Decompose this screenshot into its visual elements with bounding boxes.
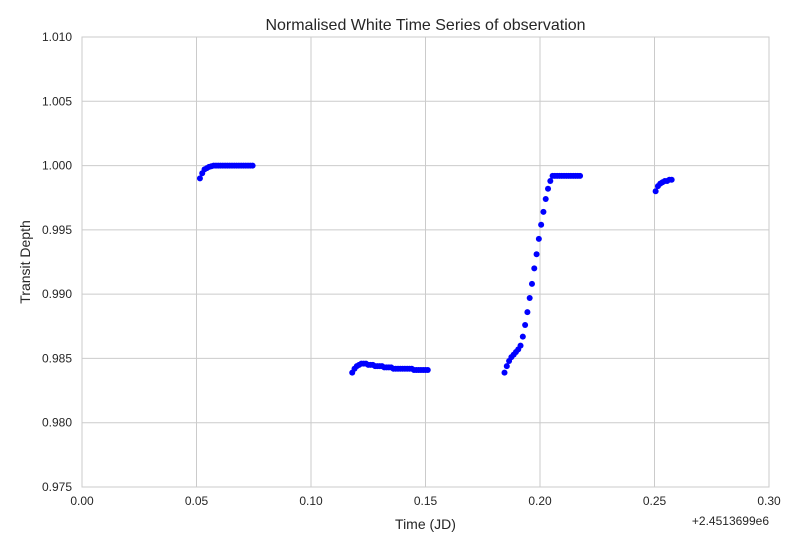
data-point (542, 196, 549, 202)
x-tick-label: 0.15 (414, 494, 438, 508)
data-point (524, 309, 531, 316)
y-tick-label: 1.005 (42, 94, 72, 108)
y-tick-label: 1.000 (42, 159, 72, 173)
y-axis-ticks: 0.975 0.980 0.985 0.990 0.995 1.000 1.005 1.010 (42, 30, 72, 494)
x-tick-label: 0.30 (757, 494, 781, 508)
x-tick-label: 0.00 (70, 494, 94, 508)
data-point (538, 221, 545, 228)
grid (81, 36, 770, 488)
y-tick-label: 0.975 (42, 480, 72, 494)
x-axis-label: Time (JD) (395, 516, 456, 532)
x-tick-label: 0.20 (528, 494, 552, 508)
y-tick-label: 0.995 (42, 223, 72, 237)
data-point (522, 322, 529, 328)
y-tick-label: 1.010 (42, 30, 72, 44)
data-point (517, 342, 524, 349)
x-axis-offset-label: +2.4513699e6 (692, 514, 769, 528)
data-point (533, 251, 540, 258)
data-points (196, 162, 675, 376)
data-point (424, 367, 431, 373)
data-point (196, 175, 203, 182)
data-point (540, 208, 547, 215)
plot-frame (81, 36, 770, 488)
x-tick-label: 0.25 (643, 494, 667, 508)
data-point (668, 176, 675, 183)
data-point (501, 369, 508, 376)
x-tick-label: 0.10 (299, 494, 323, 508)
x-tick-label: 0.05 (185, 494, 209, 508)
data-point (547, 178, 554, 184)
data-point (535, 235, 542, 242)
y-tick-label: 0.980 (42, 416, 72, 430)
data-point (531, 265, 538, 272)
data-point (652, 188, 659, 195)
data-point (577, 172, 584, 179)
chart-title: Normalised White Time Series of observat… (265, 17, 585, 34)
data-point (526, 295, 533, 301)
y-axis-label: Transit Depth (17, 220, 33, 304)
y-tick-label: 0.990 (42, 287, 72, 301)
data-point (545, 185, 552, 192)
y-tick-label: 0.985 (42, 351, 72, 365)
data-point (528, 280, 535, 287)
data-point (249, 162, 256, 169)
x-axis-ticks: 0.00 0.05 0.10 0.15 0.20 0.25 0.30 (70, 494, 781, 508)
data-point (503, 363, 510, 370)
data-point (519, 333, 526, 340)
